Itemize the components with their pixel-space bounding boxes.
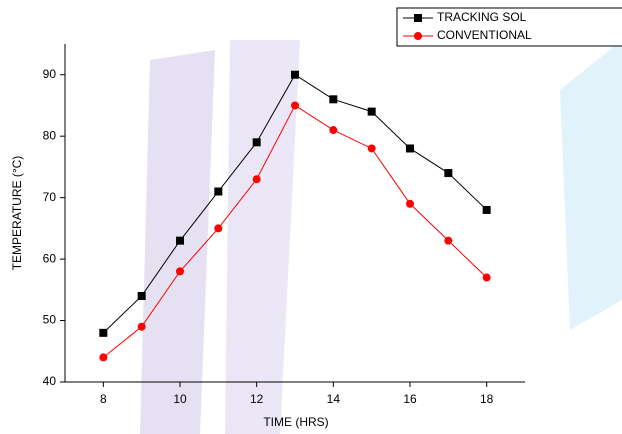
x-tick-label: 8 [100, 392, 107, 406]
marker [482, 205, 491, 214]
marker [367, 144, 376, 153]
x-tick-label: 12 [250, 392, 264, 406]
marker [406, 144, 414, 153]
y-axis-title: TEMPERATURE (°C) [10, 156, 24, 271]
legend: TRACKING SOL CONVENTIONAL [396, 7, 622, 47]
marker [99, 328, 108, 337]
legend-label: TRACKING SOL [437, 10, 527, 24]
x-tick-label: 16 [403, 392, 417, 406]
marker [176, 236, 184, 245]
x-axis-title: TIME (HRS) [263, 415, 328, 429]
x-tick-label: 14 [327, 392, 341, 406]
marker [329, 95, 338, 104]
marker [444, 236, 453, 245]
x-tick-label: 10 [173, 392, 187, 406]
marker [406, 199, 414, 208]
watermark [140, 40, 622, 434]
y-tick-label: 90 [43, 67, 57, 81]
legend-marker [414, 32, 422, 40]
y-tick-label: 80 [43, 128, 57, 142]
marker [367, 107, 376, 116]
marker [214, 224, 223, 233]
legend-marker [414, 14, 422, 22]
y-tick-label: 70 [43, 190, 57, 204]
legend-label: CONVENTIONAL [437, 28, 532, 42]
marker [291, 70, 299, 79]
marker [137, 322, 146, 331]
marker [214, 187, 223, 196]
marker [482, 273, 491, 282]
marker [99, 353, 108, 362]
marker [252, 138, 261, 147]
marker [137, 291, 146, 300]
marker [176, 267, 184, 276]
y-tick-label: 40 [43, 374, 57, 388]
y-tick-label: 50 [43, 313, 57, 327]
marker [444, 169, 453, 178]
marker [252, 175, 261, 184]
x-tick-label: 18 [480, 392, 494, 406]
legend-box [396, 7, 622, 47]
y-tick-label: 60 [43, 251, 57, 265]
marker [329, 126, 338, 135]
marker [291, 101, 299, 110]
